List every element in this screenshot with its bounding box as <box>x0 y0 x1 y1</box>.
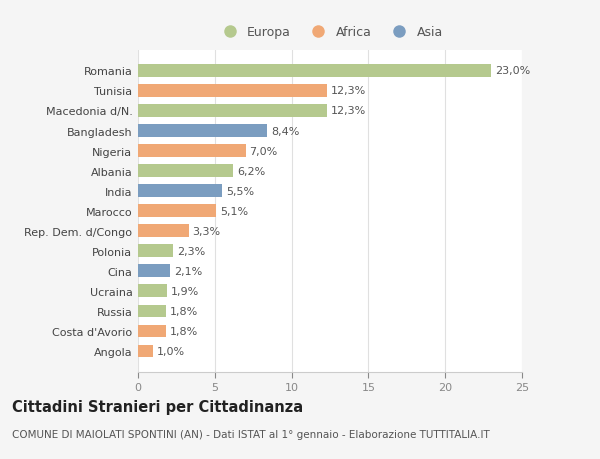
Bar <box>138 285 167 297</box>
Text: 2,3%: 2,3% <box>177 246 205 256</box>
Text: 5,1%: 5,1% <box>220 206 248 216</box>
Text: 5,5%: 5,5% <box>226 186 254 196</box>
Bar <box>138 105 327 118</box>
Text: Cittadini Stranieri per Cittadinanza: Cittadini Stranieri per Cittadinanza <box>12 399 303 414</box>
Bar <box>138 65 491 78</box>
Text: 3,3%: 3,3% <box>193 226 221 236</box>
Text: COMUNE DI MAIOLATI SPONTINI (AN) - Dati ISTAT al 1° gennaio - Elaborazione TUTTI: COMUNE DI MAIOLATI SPONTINI (AN) - Dati … <box>12 429 490 439</box>
Bar <box>138 205 217 217</box>
Text: 6,2%: 6,2% <box>237 166 265 176</box>
Text: 12,3%: 12,3% <box>331 106 366 116</box>
Text: 8,4%: 8,4% <box>271 126 299 136</box>
Bar <box>138 145 245 157</box>
Bar <box>138 265 170 277</box>
Text: 12,3%: 12,3% <box>331 86 366 96</box>
Bar <box>138 185 223 197</box>
Bar <box>138 325 166 337</box>
Bar <box>138 125 267 137</box>
Text: 2,1%: 2,1% <box>174 266 202 276</box>
Bar <box>138 305 166 317</box>
Text: 1,9%: 1,9% <box>171 286 199 296</box>
Text: 1,8%: 1,8% <box>169 326 198 336</box>
Text: 23,0%: 23,0% <box>495 66 530 76</box>
Bar <box>138 165 233 177</box>
Bar <box>138 245 173 257</box>
Bar <box>138 85 327 97</box>
Bar <box>138 345 154 357</box>
Legend: Europa, Africa, Asia: Europa, Africa, Asia <box>212 22 448 45</box>
Text: 1,8%: 1,8% <box>169 306 198 316</box>
Text: 1,0%: 1,0% <box>157 346 185 356</box>
Text: 7,0%: 7,0% <box>250 146 278 156</box>
Bar <box>138 225 188 237</box>
